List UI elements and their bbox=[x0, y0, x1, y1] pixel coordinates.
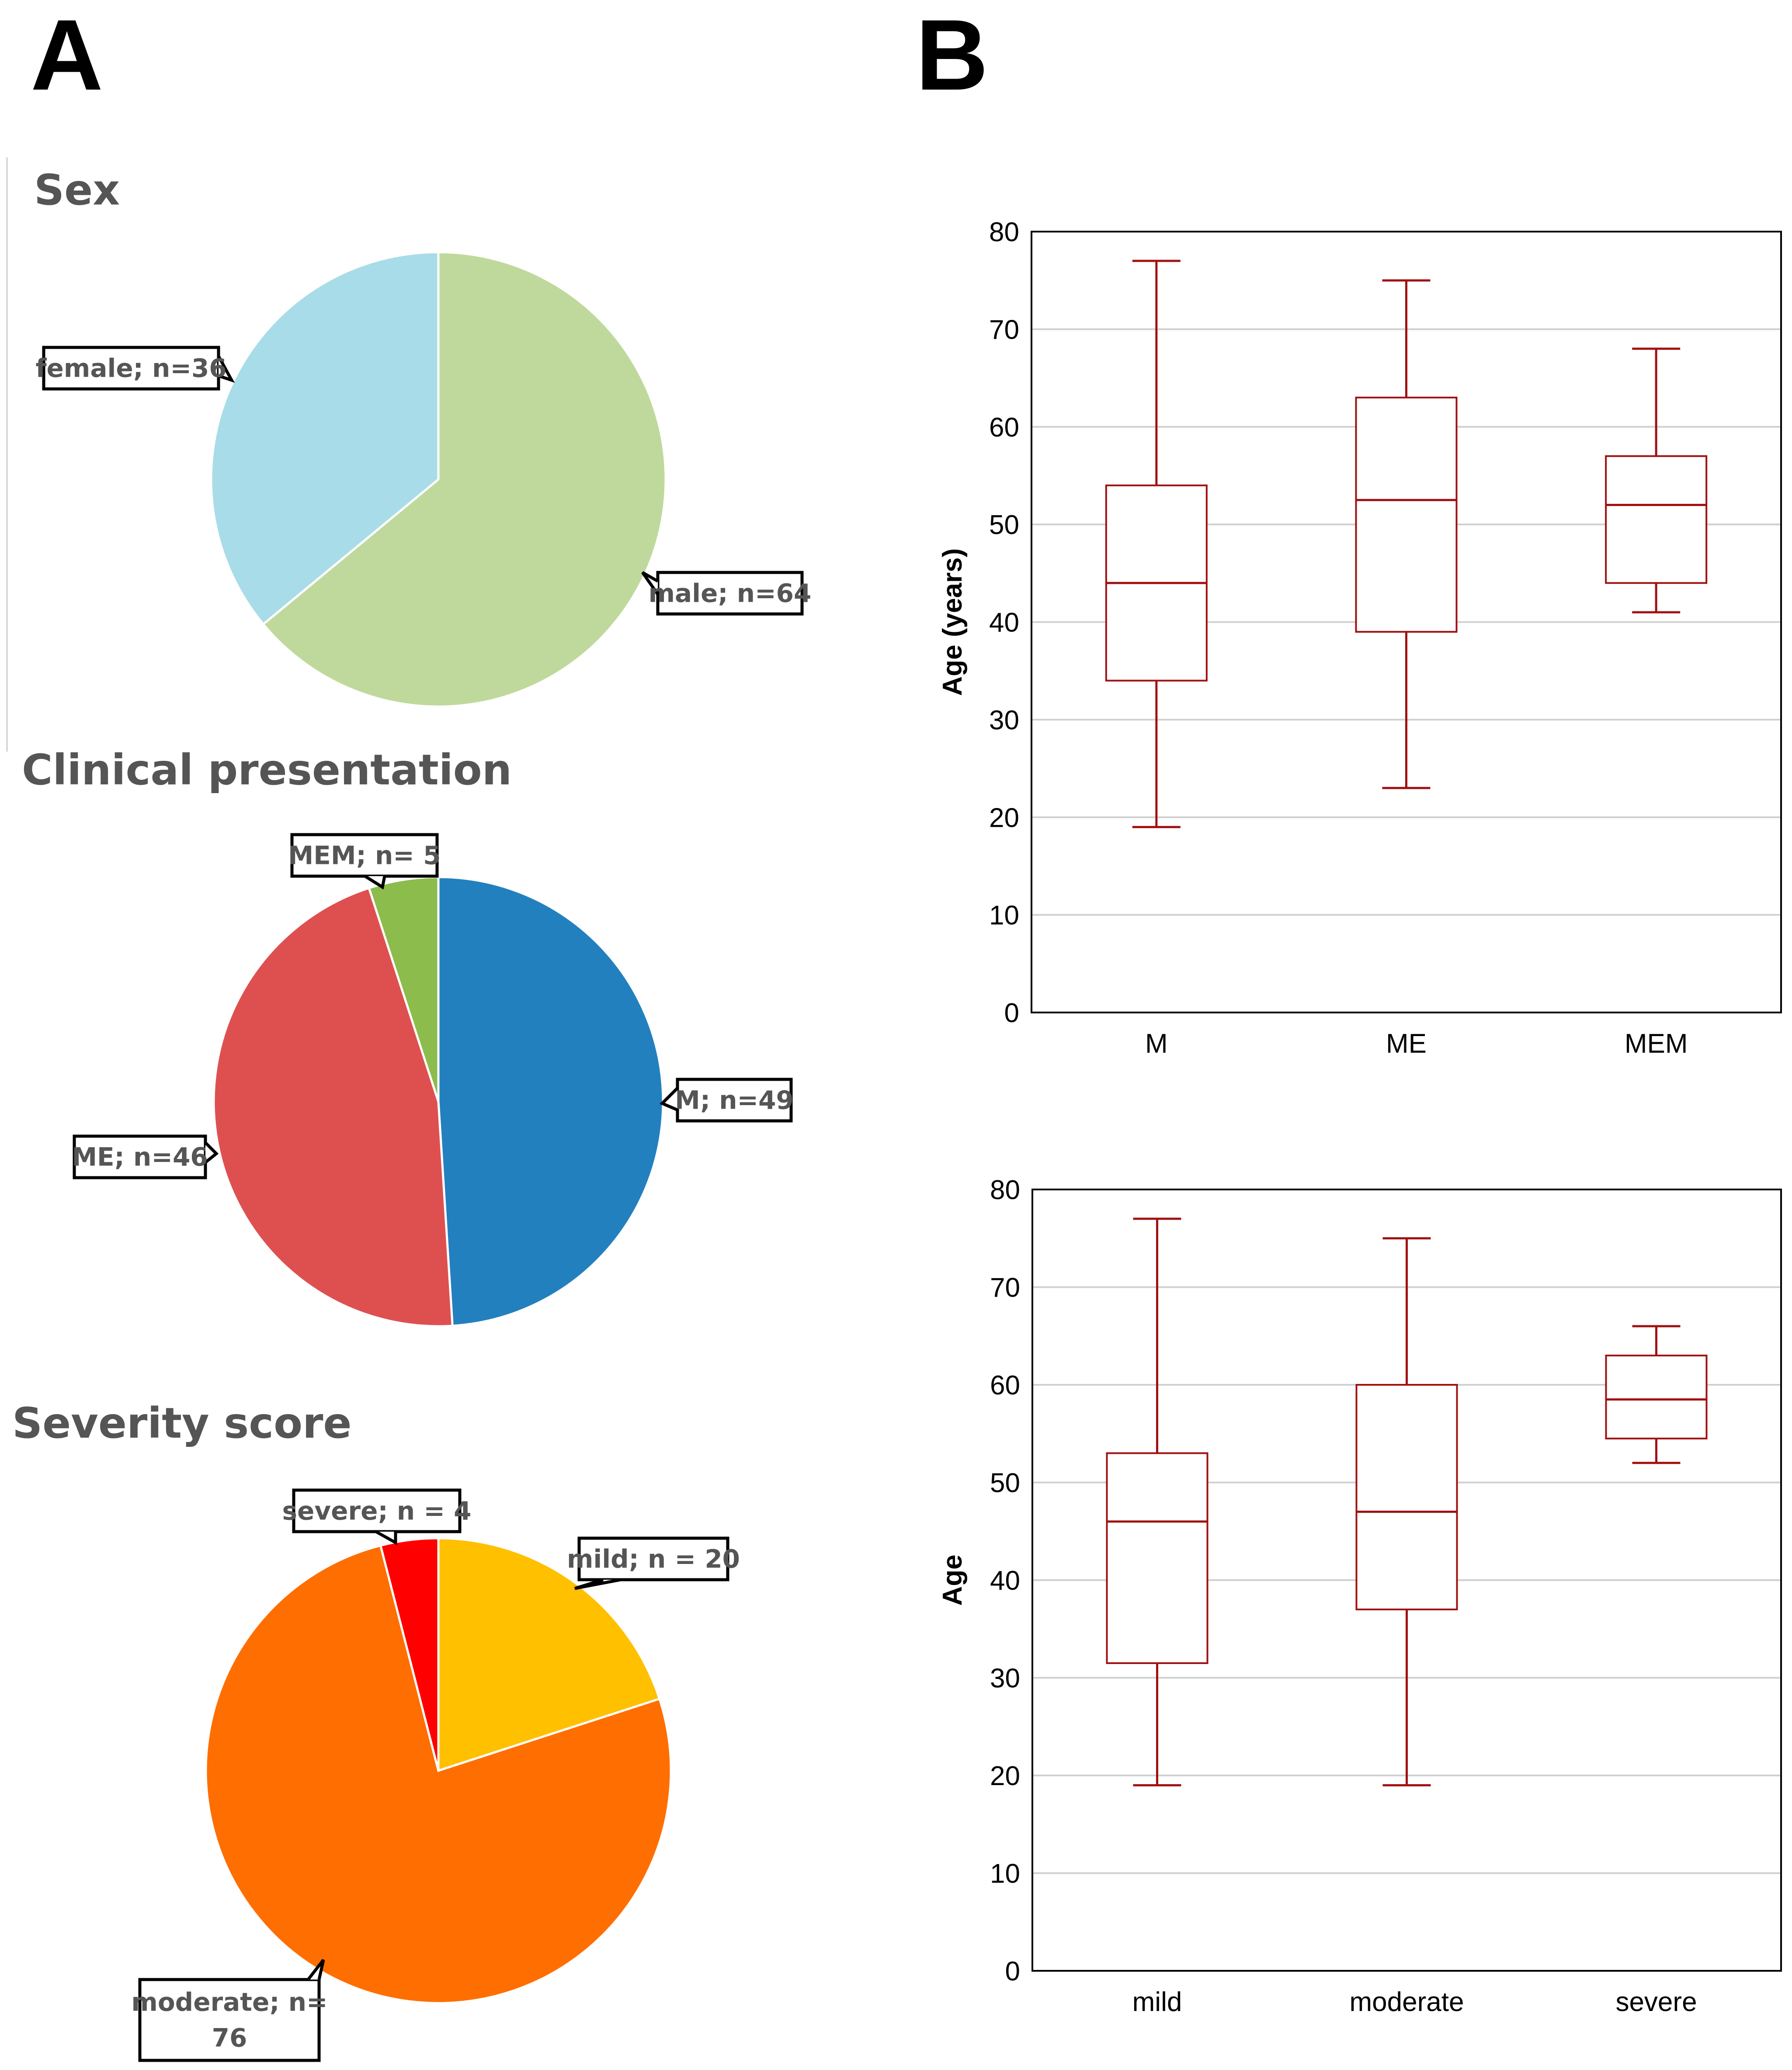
callout-m: M; n=49 bbox=[659, 1078, 794, 1123]
iqr-box bbox=[1605, 1354, 1708, 1439]
pie-callouts: mild; n = 20 moderate; n= 76 severe; n = 4 bbox=[131, 1488, 740, 2062]
y-axis-label: Age (years) bbox=[938, 548, 968, 696]
callout-box bbox=[656, 571, 804, 616]
callout-label: mild; n = 20 bbox=[567, 1544, 740, 1574]
iqr-box bbox=[1355, 1384, 1458, 1611]
callout-pointer bbox=[659, 1087, 679, 1112]
pie-title: Severity score bbox=[12, 1399, 352, 1448]
y-tick-label: 80 bbox=[990, 1175, 1020, 1205]
box-mild: mild bbox=[1106, 1217, 1209, 2017]
callout-box bbox=[292, 1488, 462, 1533]
pie-slice-moderate bbox=[205, 1544, 672, 2004]
y-tick-label: 80 bbox=[989, 217, 1019, 247]
pie-slices bbox=[212, 876, 664, 1328]
callout-label: female; n=36 bbox=[35, 354, 226, 383]
pie-slice-severe bbox=[379, 1537, 440, 1771]
callout-pointer bbox=[204, 1141, 219, 1164]
y-tick-label: 10 bbox=[989, 901, 1019, 931]
callout-pointer bbox=[217, 355, 235, 383]
box-me: ME bbox=[1355, 279, 1458, 1059]
callout-label: moderate; n= bbox=[131, 1987, 327, 2017]
y-tick-label: 30 bbox=[989, 705, 1019, 735]
callout-label: MEM; n= 5 bbox=[288, 841, 441, 870]
callout-female: female; n=36 bbox=[35, 346, 235, 391]
y-tick-label: 20 bbox=[989, 803, 1019, 833]
x-category-label: ME bbox=[1386, 1029, 1427, 1059]
pie-slice-me bbox=[212, 887, 454, 1328]
callout-box bbox=[577, 1536, 729, 1581]
y-tick-label: 40 bbox=[990, 1566, 1020, 1596]
boxplot-age-by-severity: 0 10 20 30 40 50 60 70 80 Age mild moderate severe bbox=[938, 1175, 1782, 2017]
y-tick-label: 40 bbox=[989, 608, 1019, 638]
iqr-box bbox=[1605, 455, 1708, 584]
y-tick-label: 30 bbox=[990, 1664, 1020, 1694]
pie-chart-severity-score: Severity score mild; n = 20 moderate; n= 7… bbox=[12, 1399, 740, 2062]
y-tick-label: 50 bbox=[989, 510, 1019, 540]
plot-frame bbox=[1031, 1189, 1782, 1972]
callout-pointer bbox=[307, 1959, 325, 1981]
callout-severe: severe; n = 4 bbox=[282, 1488, 472, 1545]
callout-label: male; n=64 bbox=[649, 579, 812, 608]
pie-title: Sex bbox=[34, 166, 120, 215]
pie-slice-mild bbox=[437, 1537, 661, 1772]
box-severe: severe bbox=[1605, 1325, 1708, 2017]
x-category-label: severe bbox=[1615, 1987, 1697, 2017]
iqr-box bbox=[1106, 1452, 1209, 1664]
pie-slice-female bbox=[210, 251, 440, 626]
callout-pointer bbox=[364, 875, 386, 890]
pie-title: Clinical presentation bbox=[22, 745, 512, 794]
box-mem: MEM bbox=[1605, 347, 1708, 1059]
panel-a-label: A bbox=[31, 0, 103, 111]
pie-slices bbox=[210, 251, 667, 708]
callout-mild: mild; n = 20 bbox=[567, 1536, 740, 1590]
box-m: M bbox=[1105, 260, 1208, 1059]
y-tick-label: 70 bbox=[990, 1273, 1020, 1303]
callout-pointer bbox=[574, 1578, 621, 1590]
x-category-label: MEM bbox=[1625, 1029, 1688, 1059]
plot-frame bbox=[1031, 231, 1782, 1013]
callout-moderate: moderate; n= 76 bbox=[131, 1959, 328, 2062]
pie-chart-clinical-presentation: Clinical presentation M; n=49 ME; n=46 MEM… bbox=[22, 745, 794, 1328]
x-category-label: M bbox=[1145, 1029, 1168, 1059]
callout-pointer bbox=[641, 571, 659, 596]
callout-me: ME; n=46 bbox=[72, 1134, 219, 1179]
y-tick-label: 20 bbox=[990, 1761, 1020, 1791]
callout-box bbox=[42, 346, 220, 391]
pie-slices bbox=[205, 1537, 672, 2004]
y-tick-label: 0 bbox=[1004, 998, 1019, 1028]
callout-mem: MEM; n= 5 bbox=[288, 833, 441, 890]
callout-box bbox=[676, 1078, 793, 1123]
y-tick-label: 10 bbox=[990, 1859, 1020, 1889]
y-tick-label: 70 bbox=[989, 315, 1019, 345]
callout-label: severe; n = 4 bbox=[282, 1496, 472, 1526]
box-moderate: moderate bbox=[1350, 1237, 1464, 2017]
callout-male: male; n=64 bbox=[641, 571, 812, 616]
y-axis-label: Age bbox=[938, 1554, 968, 1605]
pie-slice-m bbox=[437, 876, 664, 1327]
panel-b-label: B bbox=[916, 0, 988, 111]
pie-chart-sex: Sex male; n=64 female; n=36 bbox=[34, 166, 812, 708]
y-tick-label: 50 bbox=[990, 1468, 1020, 1498]
y-tick-label: 0 bbox=[1005, 1956, 1020, 1987]
callout-label: ME; n=46 bbox=[72, 1142, 208, 1172]
callout-label: M; n=49 bbox=[675, 1085, 794, 1115]
iqr-box bbox=[1355, 396, 1458, 633]
callout-box bbox=[290, 833, 439, 878]
callout-pointer bbox=[375, 1530, 397, 1545]
y-tick-label: 60 bbox=[989, 413, 1019, 443]
y-tick-label: 60 bbox=[990, 1370, 1020, 1401]
x-category-label: mild bbox=[1132, 1987, 1182, 2017]
boxplot-age-by-presentation: 0 10 20 30 40 50 60 70 80 Age (years) M ME MEM bbox=[938, 217, 1782, 1059]
callout-box bbox=[138, 1978, 321, 2062]
pie-callouts: male; n=64 female; n=36 bbox=[35, 346, 812, 616]
pie-callouts: M; n=49 ME; n=46 MEM; n= 5 bbox=[72, 833, 794, 1179]
x-category-label: moderate bbox=[1350, 1987, 1464, 2017]
callout-label: 76 bbox=[212, 2023, 247, 2053]
